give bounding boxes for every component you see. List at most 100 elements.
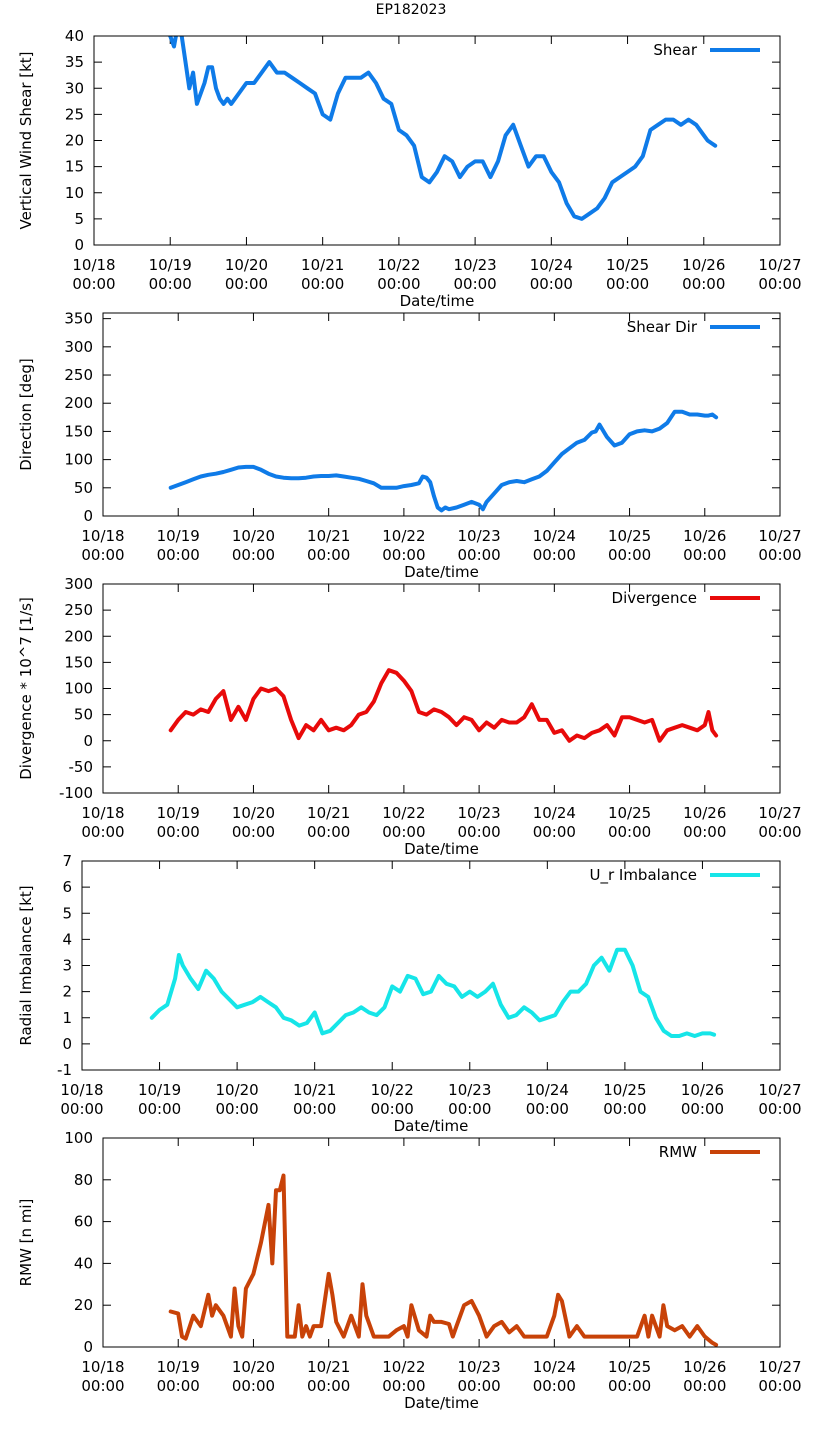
y-tick-label: 80 [74, 1171, 93, 1189]
y-tick-label: 0 [83, 732, 93, 750]
data-point [407, 1336, 409, 1338]
data-point [681, 724, 683, 726]
x-axis-title: Date/time [404, 1394, 479, 1412]
data-point [413, 145, 415, 147]
data-point [365, 1315, 367, 1317]
data-point [489, 176, 491, 178]
data-point [516, 480, 518, 482]
data-point [268, 61, 270, 63]
y-tick-label: 6 [62, 878, 72, 896]
shear-direction-panel: 05010015020025030035010/1800:0010/1900:0… [17, 310, 802, 578]
data-point [301, 1336, 303, 1338]
data-point [595, 430, 597, 432]
y-tick-label: 0 [83, 507, 93, 525]
data-point [621, 442, 623, 444]
data-point [261, 72, 263, 74]
data-point [486, 501, 488, 503]
x-tick-label: 00:00 [307, 823, 350, 841]
data-point [636, 430, 638, 432]
data-point [244, 1004, 246, 1006]
data-point [358, 478, 360, 480]
x-tick-label: 00:00 [157, 823, 200, 841]
data-point [388, 1336, 390, 1338]
data-point [486, 722, 488, 723]
x-tick-label: 10/18 [81, 1358, 124, 1376]
data-point [606, 436, 608, 438]
data-point [237, 1325, 239, 1327]
y-axis-title: RMW [n mi] [17, 1199, 35, 1287]
x-tick-label: 00:00 [225, 275, 268, 293]
data-point [696, 414, 698, 415]
y-tick-label: 0 [83, 1338, 93, 1356]
x-tick-label: 00:00 [608, 546, 651, 564]
data-point [211, 66, 213, 68]
data-point [707, 140, 709, 141]
x-tick-label: 00:00 [603, 1100, 646, 1118]
data-point [448, 716, 450, 718]
data-point [619, 176, 621, 178]
x-tick-label: 00:00 [377, 275, 420, 293]
data-point [337, 1022, 339, 1024]
data-point [192, 714, 194, 716]
data-point [267, 1001, 269, 1003]
data-point [642, 155, 644, 157]
y-tick-label: 300 [64, 575, 93, 593]
plot-frame [102, 583, 781, 794]
y-tick-label: 20 [74, 1296, 93, 1314]
data-point [629, 433, 631, 435]
data-point [230, 719, 232, 721]
data-point [358, 714, 360, 716]
data-point [627, 171, 629, 173]
legend-label: Divergence [612, 589, 697, 607]
data-point [523, 716, 525, 718]
data-point [441, 1321, 442, 1323]
x-tick-label: 10/21 [293, 1081, 336, 1099]
data-point [576, 442, 578, 444]
data-point [629, 1336, 631, 1338]
data-point [441, 711, 442, 713]
data-point [493, 727, 495, 729]
data-point [350, 1315, 352, 1317]
data-point [320, 1325, 322, 1327]
x-tick-label: 10/22 [382, 804, 425, 822]
data-point [493, 492, 495, 494]
data-point [418, 1329, 420, 1331]
data-point [426, 477, 427, 479]
data-point [448, 508, 450, 510]
data-point [666, 1325, 668, 1327]
y-axis-title: Vertical Wind Shear [kt] [17, 51, 35, 229]
data-point [219, 98, 221, 100]
y-tick-label: 60 [74, 1213, 93, 1231]
data-point [284, 72, 286, 74]
data-point [375, 82, 377, 84]
data-point [313, 729, 315, 731]
x-tick-label: 10/22 [377, 256, 420, 274]
data-point [553, 732, 555, 734]
data-point [456, 507, 457, 508]
data-point [335, 474, 337, 476]
x-tick-label: 00:00 [157, 1377, 200, 1395]
data-point [390, 103, 392, 105]
data-point [659, 1336, 661, 1338]
data-point [639, 991, 641, 993]
data-point [674, 1329, 676, 1331]
data-point [538, 1336, 540, 1338]
data-point [593, 965, 595, 966]
data-point [173, 46, 175, 47]
data-point [463, 504, 465, 506]
x-tick-label: 00:00 [307, 1377, 350, 1395]
x-tick-label: 00:00 [683, 823, 726, 841]
data-point [170, 1311, 172, 1312]
data-point [441, 509, 442, 511]
data-point [299, 82, 301, 84]
data-point [328, 1273, 330, 1275]
data-point [252, 698, 254, 700]
x-tick-label: 10/20 [232, 527, 275, 545]
x-tick-label: 00:00 [293, 1100, 336, 1118]
data-point [585, 983, 587, 985]
data-point [313, 476, 315, 477]
data-point [482, 160, 484, 162]
data-point [557, 1294, 559, 1296]
data-point [283, 1017, 285, 1019]
x-tick-label: 10/22 [371, 1081, 414, 1099]
